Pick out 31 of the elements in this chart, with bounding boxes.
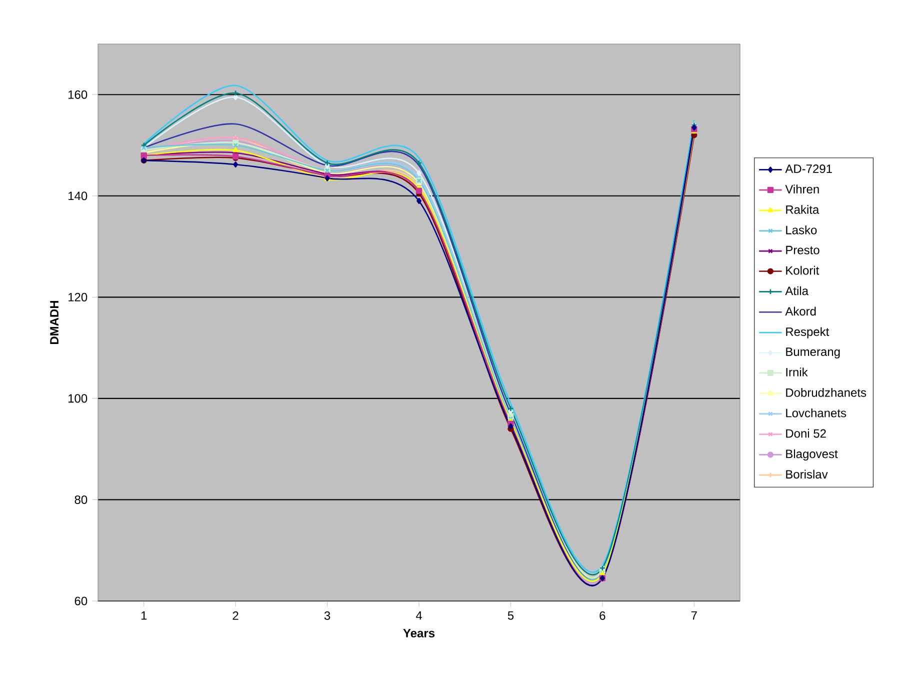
x-tick-label: 5 <box>508 611 514 620</box>
y-tick-label: 160 <box>68 90 88 99</box>
legend-label: Respekt <box>786 327 830 338</box>
x-tick-label: 2 <box>232 611 238 620</box>
legend-label: Vihren <box>785 184 819 194</box>
legend-label: Dobrudzhanets <box>786 388 866 397</box>
legend-label: Bumerang <box>786 348 840 358</box>
y-tick-label: 60 <box>74 596 88 606</box>
y-tick-label: 140 <box>68 192 88 200</box>
legend-label: Irnik <box>786 368 808 376</box>
legend-label: AD-7291 <box>785 164 832 174</box>
legend-label: Doni 52 <box>786 428 826 438</box>
legend-label: Rakita <box>786 205 820 214</box>
legend-label: Lovchanets <box>786 408 846 418</box>
x-tick-label: 6 <box>600 611 606 620</box>
legend-label: Blagovest <box>786 449 838 461</box>
legend-label: Borislav <box>786 470 828 479</box>
y-axis-title: DMADH <box>50 300 58 344</box>
x-tick-label: 3 <box>324 611 330 620</box>
y-tick-label: 80 <box>74 495 88 504</box>
y-tick-label: 120 <box>68 292 88 302</box>
x-tick-label: 7 <box>691 611 697 620</box>
x-tick-label: 4 <box>416 611 422 620</box>
x-axis-title: Years <box>403 629 435 638</box>
legend-label: Atila <box>785 286 808 296</box>
y-tick-label: 100 <box>68 394 88 403</box>
x-tick-label: 1 <box>141 611 147 620</box>
legend-label: Presto <box>786 246 820 254</box>
legend-label: Lasko <box>786 225 817 234</box>
legend-label: Akord <box>785 306 816 316</box>
legend-label: Kolorit <box>786 266 820 275</box>
